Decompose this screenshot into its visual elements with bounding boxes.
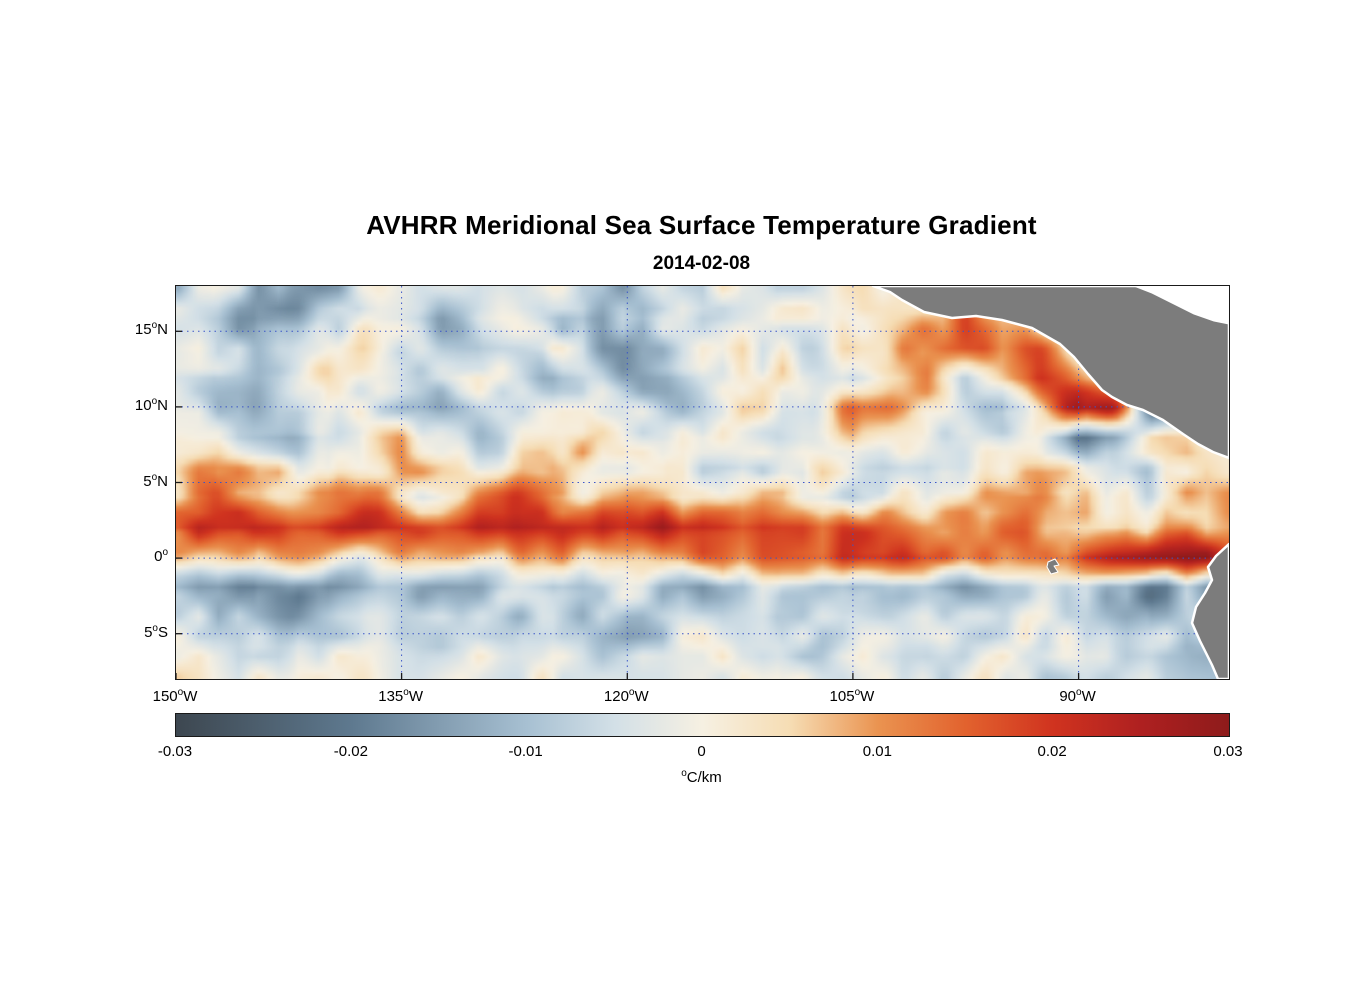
x-tick-label: 90oW — [1059, 687, 1096, 705]
land-galapagos — [1046, 558, 1060, 575]
colorbar-tick-label: 0.02 — [1037, 743, 1067, 760]
land-central-america — [871, 286, 1229, 460]
x-tick-label: 135oW — [378, 687, 424, 705]
colorbar-tick-label: -0.03 — [157, 743, 193, 760]
sst-gradient-heatmap — [176, 286, 1229, 679]
y-tick-label: 5oS — [144, 622, 168, 641]
colorbar-unit-label: oC/km — [681, 768, 722, 786]
colorbar-tick-label: -0.01 — [508, 743, 543, 760]
figure-subtitle: 2014-02-08 — [652, 253, 751, 274]
colorbar-tick-label: 0.01 — [862, 743, 892, 760]
colorbar — [175, 713, 1230, 737]
plot-area — [175, 285, 1230, 680]
colorbar-tick-label: 0 — [697, 743, 706, 760]
y-tick-label: 15oN — [134, 320, 168, 339]
x-tick-label: 105oW — [829, 687, 875, 705]
caribbean-nodata-region — [1133, 286, 1229, 325]
land-south-america — [1190, 542, 1229, 679]
colorbar-gradient — [176, 714, 1229, 736]
x-tick-label: 120oW — [603, 687, 649, 705]
y-tick-label: 0o — [154, 547, 168, 566]
y-tick-label: 5oN — [143, 471, 168, 490]
colorbar-tick-label: 0.03 — [1213, 743, 1243, 760]
figure-title: AVHRR Meridional Sea Surface Temperature… — [366, 210, 1037, 240]
x-tick-label: 150oW — [152, 687, 198, 705]
map-overlay — [176, 286, 1229, 679]
y-tick-label: 10oN — [134, 395, 168, 414]
colorbar-tick-label: -0.02 — [333, 743, 368, 760]
